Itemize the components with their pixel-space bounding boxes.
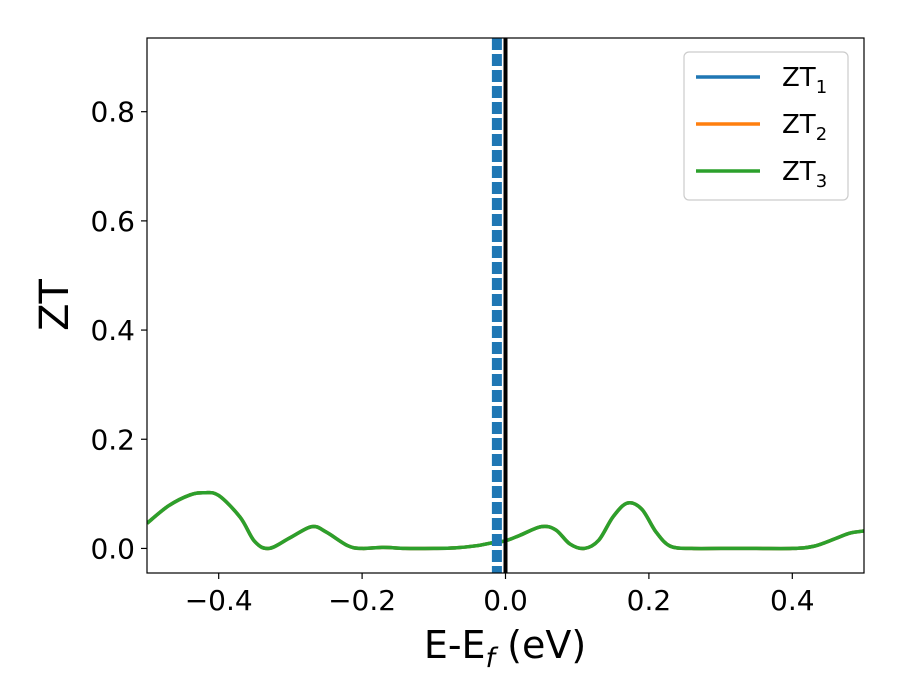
plot-area (147, 38, 864, 573)
x-tick-label: 0.0 (483, 584, 528, 617)
x-tick-label: 0.4 (770, 584, 815, 617)
legend-label-zt2: ZT2 (782, 110, 827, 145)
legend-box (683, 51, 849, 201)
y-tick-label: 0.2 (90, 423, 135, 456)
x-tick-label: −0.2 (328, 584, 396, 617)
legend-label-zt3: ZT3 (782, 157, 827, 192)
y-tick-label: 0.0 (90, 532, 135, 565)
legend-label-zt1: ZT1 (782, 63, 827, 98)
x-axis-ticks: −0.4 −0.2 0.0 0.2 0.4 (185, 573, 815, 617)
x-axis-title: E-Ef (eV) (424, 623, 586, 674)
y-tick-label: 0.4 (90, 314, 135, 347)
x-tick-label: 0.2 (627, 584, 672, 617)
y-tick-label: 0.6 (90, 205, 135, 238)
legend: ZT1 ZT2 ZT3 (683, 51, 849, 201)
y-axis-title: ZT (32, 279, 78, 331)
x-tick-label: −0.4 (185, 584, 253, 617)
y-axis-ticks: 0.0 0.2 0.4 0.6 0.8 (90, 96, 147, 565)
y-tick-label: 0.8 (90, 96, 135, 129)
